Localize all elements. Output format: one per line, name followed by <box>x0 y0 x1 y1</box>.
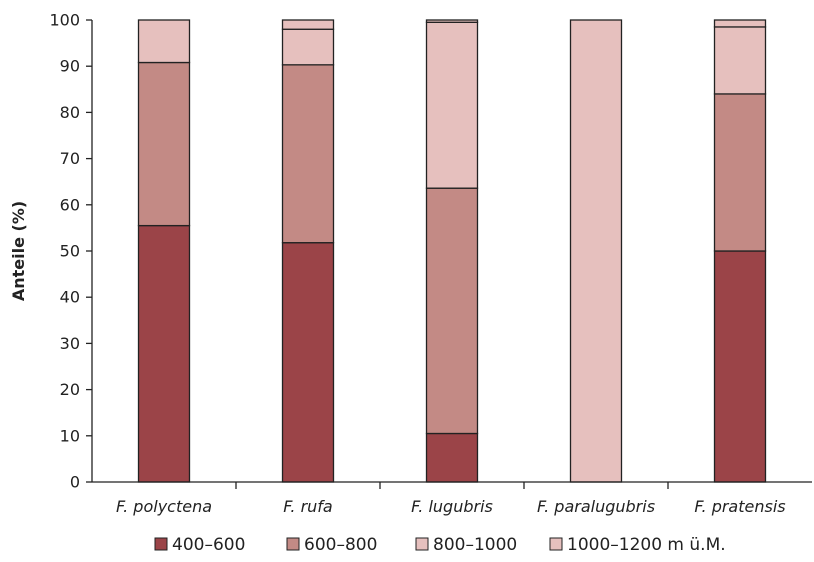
legend-swatch <box>415 537 429 551</box>
y-tick-label: 80 <box>60 103 80 122</box>
bar-segment <box>425 432 479 483</box>
y-tick-label: 60 <box>60 195 80 214</box>
x-axis-labels: F. polyctena F. rufa F. lugubris F. paralug… <box>116 497 786 516</box>
legend-label: 800–1000 <box>433 535 517 555</box>
bar-segment <box>281 242 335 483</box>
y-tick-label: 40 <box>60 288 80 307</box>
x-tick-label: F. paralugubris <box>537 497 655 516</box>
y-tick-label: 30 <box>60 334 80 353</box>
x-tick-label: F. rufa <box>283 497 332 516</box>
legend-label: 400–600 <box>172 535 245 555</box>
y-tick-label: 90 <box>60 57 80 76</box>
bar-segment <box>713 93 767 252</box>
bar-segment <box>713 250 767 483</box>
bar-segment <box>425 21 479 189</box>
x-tick-label: F. lugubris <box>411 497 493 516</box>
bars <box>137 19 767 483</box>
y-tick-label: 20 <box>60 380 80 399</box>
x-tick-label: F. pratensis <box>694 497 785 516</box>
bar-segment <box>137 224 191 483</box>
legend: 400–600 600–800 800–1000 1000–1200 m ü.M. <box>154 535 726 555</box>
bar-segment <box>569 19 623 483</box>
bar-segment <box>425 187 479 435</box>
y-axis-ticks: 0 10 20 30 40 50 60 70 80 90 100 <box>49 11 92 492</box>
bar-segment <box>137 19 191 64</box>
bar-segment <box>281 28 335 66</box>
axes <box>91 20 812 489</box>
y-axis-label: Anteile (%) <box>9 201 28 301</box>
bar-segment <box>425 19 479 23</box>
legend-swatch <box>286 537 300 551</box>
y-tick-label: 10 <box>60 426 80 445</box>
bar-segment <box>713 19 767 28</box>
y-tick-label: 0 <box>70 473 80 492</box>
legend-swatch <box>154 537 168 551</box>
legend-label: 1000–1200 m ü.M. <box>567 535 726 555</box>
y-tick-label: 50 <box>60 242 80 261</box>
y-tick-label: 100 <box>49 11 80 30</box>
bar-segment <box>281 19 335 30</box>
legend-label: 600–800 <box>304 535 377 555</box>
x-tick-label: F. polyctena <box>116 497 212 516</box>
legend-swatch <box>549 537 563 551</box>
bar-segment <box>713 26 767 95</box>
bar-segment <box>281 64 335 244</box>
bar-segment <box>137 61 191 227</box>
y-tick-label: 70 <box>60 149 80 168</box>
